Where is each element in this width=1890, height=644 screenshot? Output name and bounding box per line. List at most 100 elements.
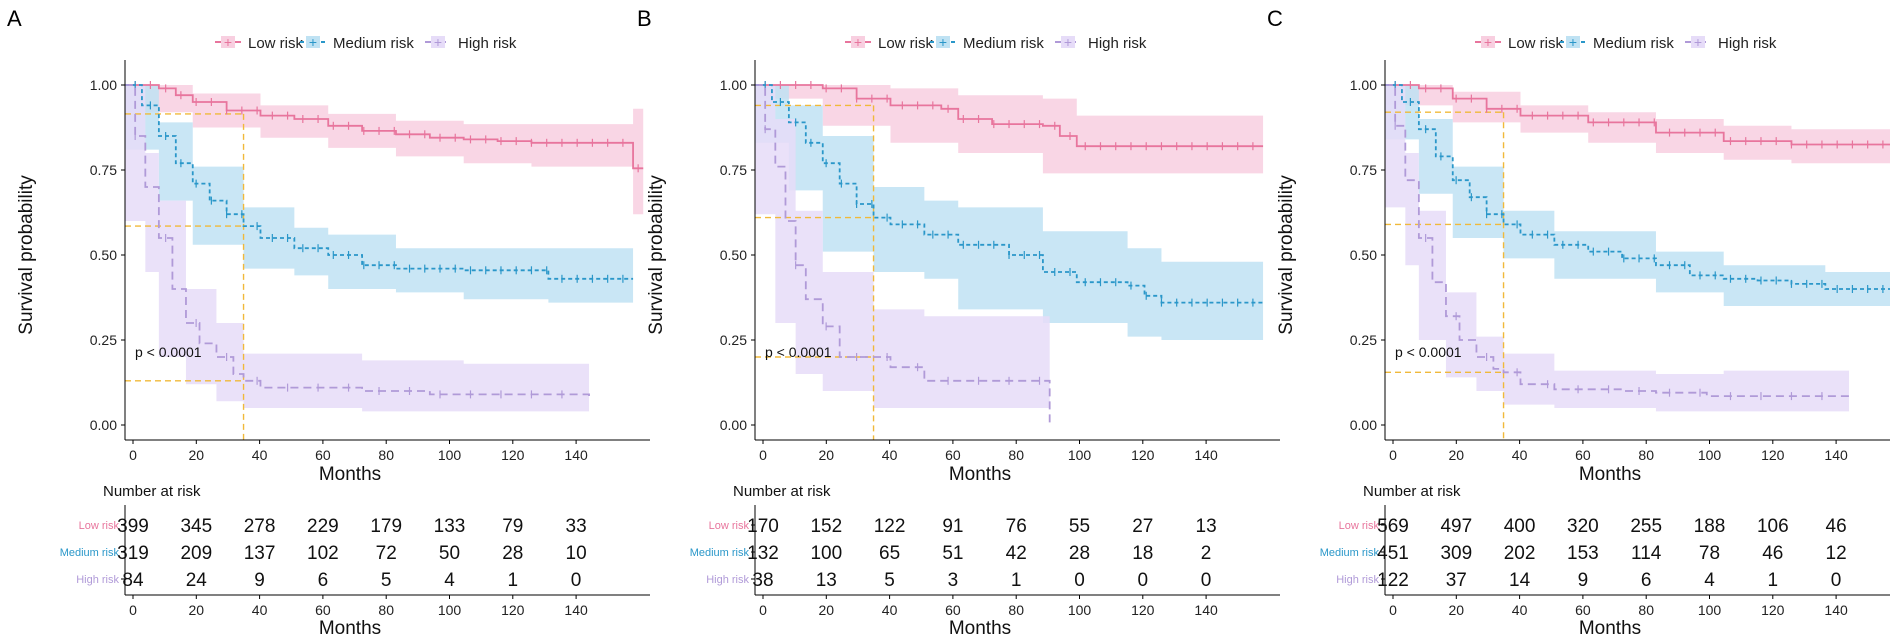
legend-label-medium: Medium risk (963, 35, 1044, 52)
x-tick-label: 100 (438, 447, 462, 463)
risk-cell: 9 (254, 570, 265, 591)
risk-x-tick-label: 140 (1824, 602, 1848, 618)
x-tick-label: 140 (1194, 447, 1218, 463)
risk-cell: 4 (444, 570, 455, 591)
x-tick-label: 80 (378, 447, 394, 463)
y-axis-title: Survival probability (16, 175, 37, 335)
risk-cell: 2 (1201, 543, 1212, 564)
risk-cell: 137 (244, 543, 276, 564)
km-curve-low (755, 84, 1264, 148)
risk-cell: 84 (122, 570, 144, 591)
legend-swatch-high (1061, 36, 1075, 48)
risk-cell: 188 (1694, 516, 1726, 537)
risk-cell: 133 (434, 516, 466, 537)
risk-cell: 42 (1006, 543, 1027, 564)
risk-cell: 202 (1504, 543, 1536, 564)
risk-table-title: Number at risk (733, 483, 831, 500)
risk-cell: 24 (186, 570, 208, 591)
risk-row-label-high: High risk (76, 574, 119, 586)
km-curve-high (755, 84, 1051, 425)
risk-cell: 0 (1831, 570, 1842, 591)
risk-cell: 3 (948, 570, 959, 591)
censor-marks-low (1394, 81, 1884, 149)
p-value: p < 0.0001 (765, 344, 832, 360)
risk-x-tick-label: 0 (1389, 602, 1397, 618)
km-panel-a: A + Low risk + Medium risk + High risk 0.00 0.25… (7, 6, 650, 639)
legend-swatch-low (851, 36, 865, 48)
y-axis-title: Survival probability (646, 175, 667, 335)
legend-marker-medium: + (1569, 34, 1577, 50)
censor-marks-medium (1394, 81, 1884, 293)
risk-cell: 13 (1196, 516, 1217, 537)
ci-band-low (755, 85, 1264, 174)
risk-x-tick-label: 80 (378, 602, 394, 618)
risk-cell: 0 (1201, 570, 1212, 591)
panel-label: C (1267, 6, 1283, 31)
risk-cell: 0 (571, 570, 582, 591)
risk-cell: 179 (370, 516, 402, 537)
risk-row-label-high: High risk (1336, 574, 1379, 586)
y-tick-label: 0.50 (1350, 247, 1377, 263)
risk-cell: 1 (1768, 570, 1779, 591)
risk-cell: 37 (1446, 570, 1467, 591)
ci-band-low (125, 85, 644, 215)
panel-label: B (637, 6, 652, 31)
risk-cell: 319 (117, 543, 149, 564)
panel-label: A (7, 6, 22, 31)
risk-cell: 5 (381, 570, 392, 591)
km-curve-high (1385, 84, 1850, 398)
risk-cell: 399 (117, 516, 149, 537)
censor-marks-high (764, 125, 1041, 385)
risk-x-tick-label: 40 (882, 602, 898, 618)
censor-marks-high (134, 132, 563, 399)
y-tick-label: 0.00 (90, 417, 117, 433)
x-tick-label: 60 (1575, 447, 1591, 463)
x-tick-label: 40 (252, 447, 268, 463)
legend-swatch-high (431, 36, 445, 48)
legend: + Low risk + Medium risk + High risk (1475, 34, 1777, 52)
risk-x-tick-label: 120 (1131, 602, 1155, 618)
x-axis-title: Months (319, 464, 381, 485)
risk-cell: 27 (1132, 516, 1153, 537)
legend-label-low: Low risk (878, 35, 934, 52)
legend-label-high: High risk (458, 35, 517, 52)
p-value: p < 0.0001 (1395, 344, 1462, 360)
ci-band-high (125, 85, 590, 412)
risk-x-tick-label: 60 (1575, 602, 1591, 618)
risk-x-tick-label: 60 (315, 602, 331, 618)
y-tick-label: 1.00 (90, 77, 117, 93)
x-tick-label: 40 (882, 447, 898, 463)
risk-cell: 14 (1509, 570, 1531, 591)
risk-x-tick-label: 0 (759, 602, 767, 618)
risk-row-label-low: Low risk (709, 520, 750, 532)
risk-cell: 4 (1704, 570, 1715, 591)
risk-row-label-low: Low risk (1339, 520, 1380, 532)
risk-cell: 114 (1631, 543, 1662, 564)
km-curve-medium (755, 84, 1264, 304)
risk-x-tick-label: 80 (1638, 602, 1654, 618)
legend-label-medium: Medium risk (1593, 35, 1674, 52)
risk-cell: 209 (180, 543, 212, 564)
risk-cell: 65 (879, 543, 900, 564)
x-tick-label: 120 (1761, 447, 1785, 463)
legend-label-low: Low risk (248, 35, 304, 52)
risk-table-title: Number at risk (103, 483, 201, 500)
y-tick-label: 0.00 (720, 417, 747, 433)
risk-x-tick-label: 40 (252, 602, 268, 618)
legend-label-high: High risk (1088, 35, 1147, 52)
risk-cell: 1 (508, 570, 519, 591)
risk-cell: 1 (1011, 570, 1022, 591)
risk-cell: 100 (810, 543, 842, 564)
legend-label-medium: Medium risk (333, 35, 414, 52)
y-tick-label: 0.25 (1350, 332, 1377, 348)
legend-marker-high: + (1694, 34, 1702, 50)
risk-cell: 497 (1440, 516, 1472, 537)
legend-label-high: High risk (1718, 35, 1777, 52)
risk-x-axis-title: Months (949, 618, 1011, 639)
risk-cell: 451 (1377, 543, 1409, 564)
risk-cell: 152 (810, 516, 842, 537)
risk-cell: 0 (1074, 570, 1085, 591)
x-tick-label: 60 (315, 447, 331, 463)
risk-cell: 78 (1699, 543, 1720, 564)
risk-cell: 0 (1138, 570, 1149, 591)
